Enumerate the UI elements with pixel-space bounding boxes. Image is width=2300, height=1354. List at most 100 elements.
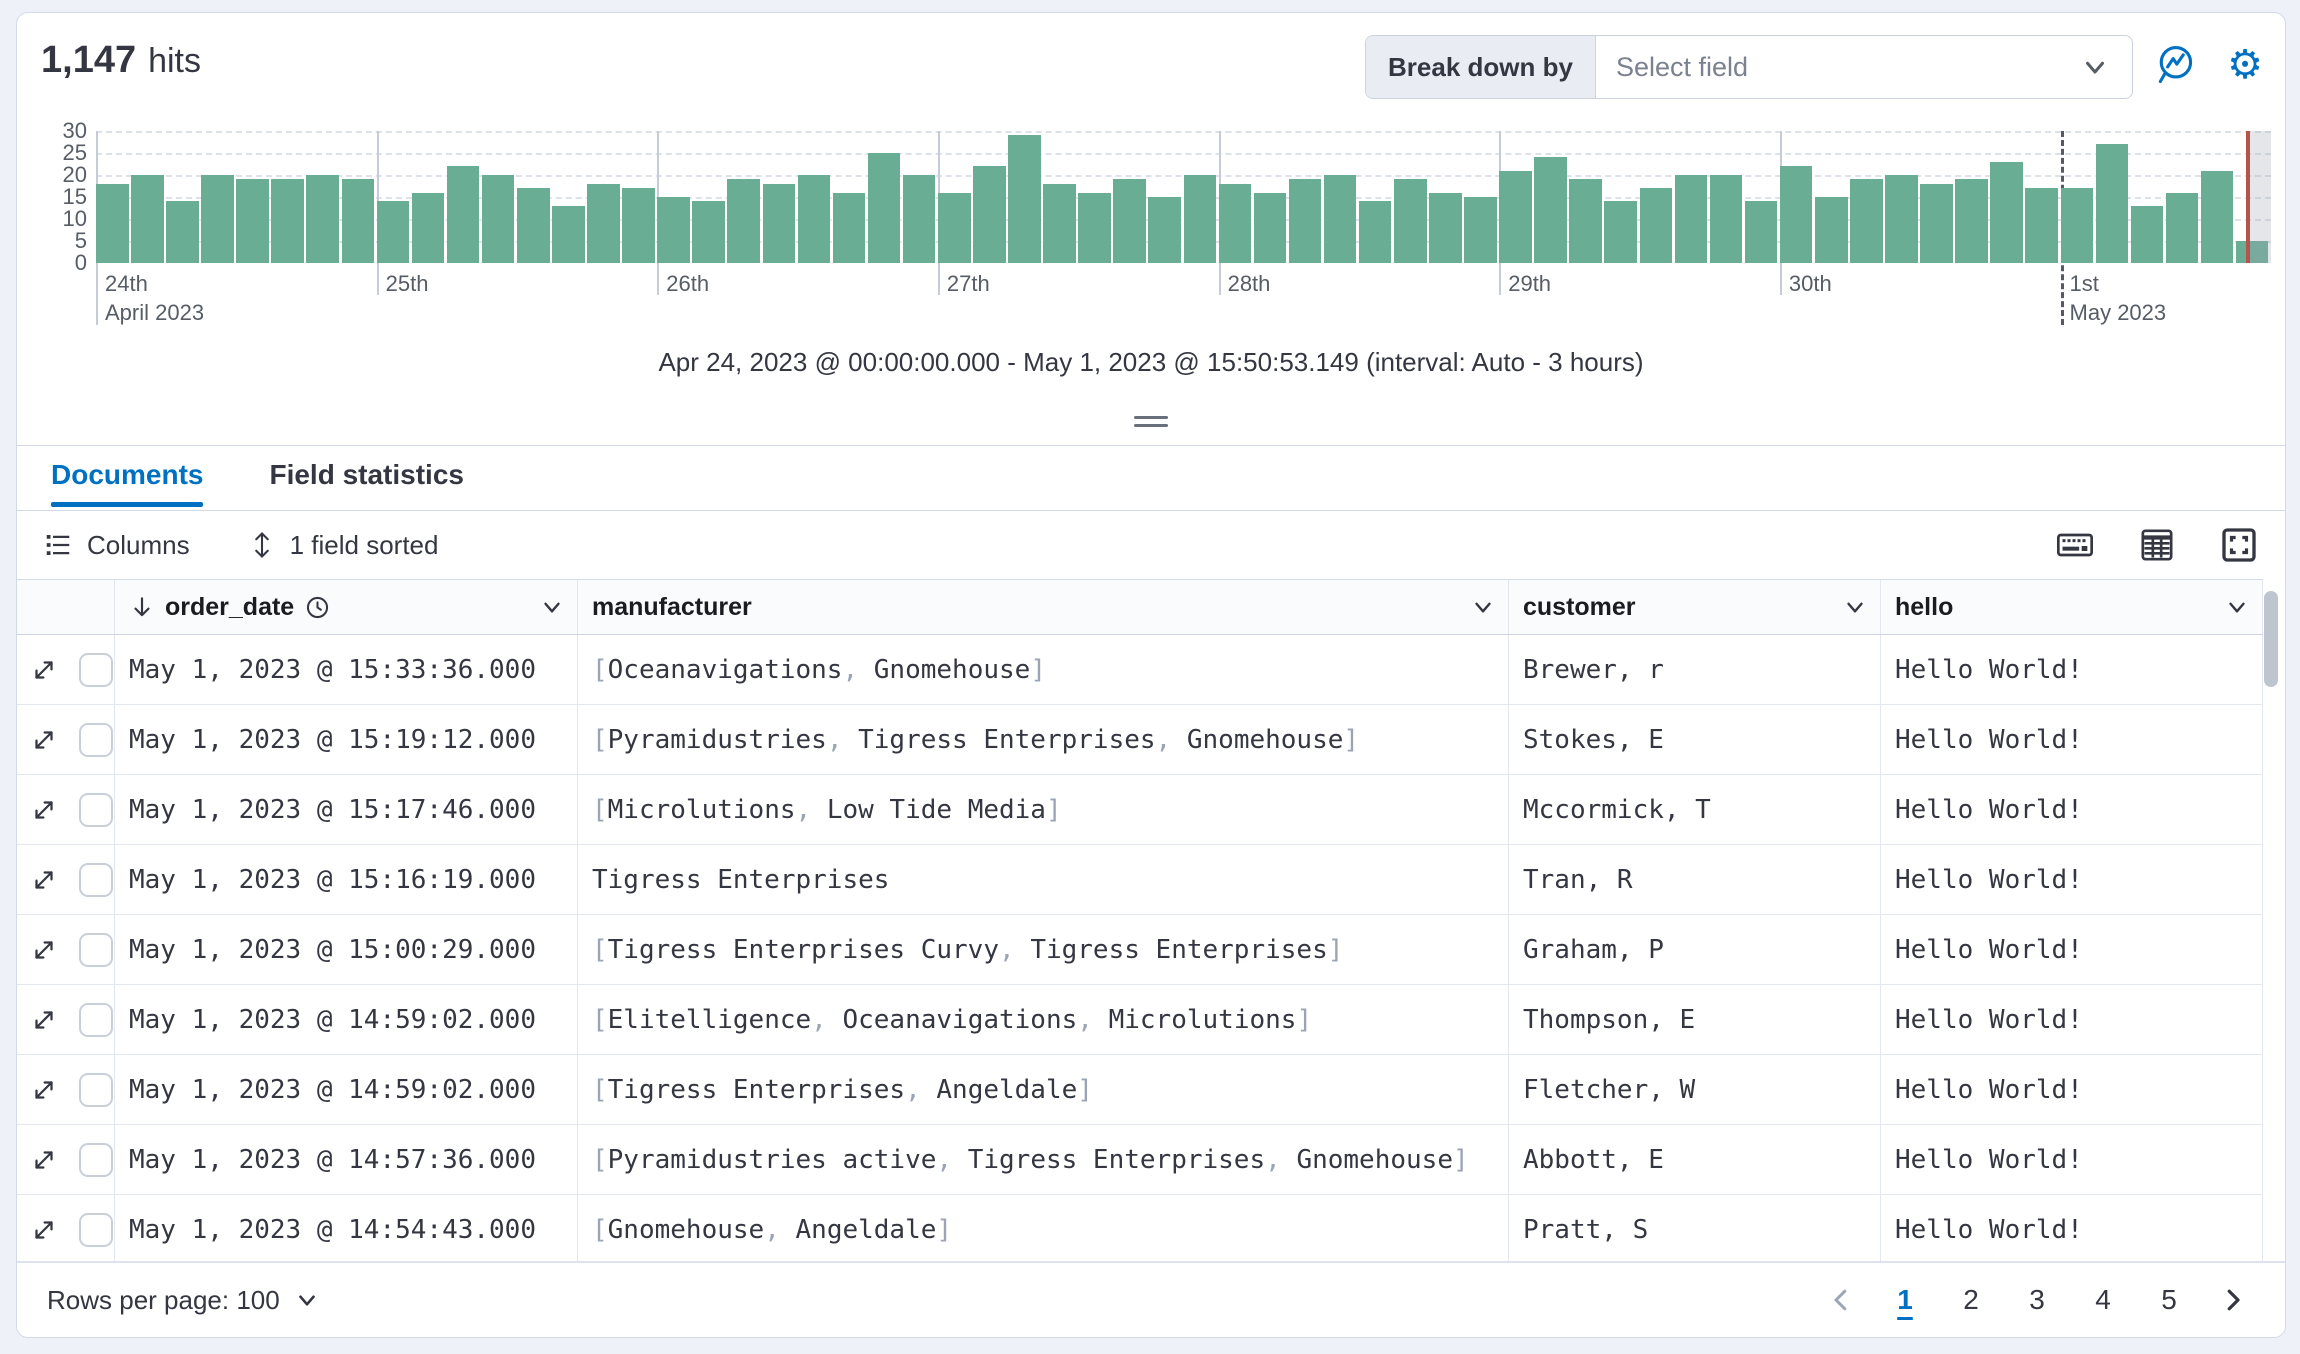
vertical-scrollbar[interactable] [2264, 591, 2278, 687]
expand-row-icon[interactable] [27, 863, 61, 897]
histogram-bar[interactable] [2095, 144, 2129, 263]
histogram-bar[interactable] [1464, 197, 1497, 263]
column-header-order_date[interactable]: order_date [115, 580, 578, 634]
page-button-1[interactable]: 1 [1897, 1284, 1913, 1315]
histogram-bar[interactable] [832, 192, 866, 263]
histogram-bar[interactable] [1779, 166, 1813, 263]
expand-row-icon[interactable] [27, 723, 61, 757]
histogram-bar[interactable] [1429, 192, 1462, 263]
histogram-bar[interactable] [1043, 183, 1076, 263]
expand-row-icon[interactable] [27, 1143, 61, 1177]
histogram-bar[interactable] [762, 183, 796, 263]
histogram-bar[interactable] [1639, 188, 1673, 263]
chevron-down-icon[interactable] [2224, 594, 2250, 620]
histogram-bar[interactable] [2165, 192, 2199, 263]
histogram-bar[interactable] [2200, 170, 2234, 263]
edit-visualization-icon[interactable] [2151, 41, 2199, 89]
expand-row-icon[interactable] [27, 793, 61, 827]
histogram-bar[interactable] [1674, 175, 1708, 263]
row-checkbox[interactable] [79, 652, 113, 687]
page-button-5[interactable]: 5 [2161, 1284, 2177, 1315]
histogram-bar[interactable] [552, 205, 585, 263]
next-page-button[interactable] [2209, 1276, 2257, 1324]
row-checkbox[interactable] [79, 722, 113, 757]
histogram-bar[interactable] [96, 183, 129, 263]
histogram-bar[interactable] [2130, 205, 2164, 263]
expand-row-icon[interactable] [27, 933, 61, 967]
breakdown-control[interactable]: Break down by Select field [1365, 35, 2133, 99]
sort-fields-button[interactable]: 1 field sorted [248, 530, 438, 561]
histogram-bar[interactable] [1358, 201, 1392, 263]
histogram-bar[interactable] [867, 153, 901, 263]
page-button-2[interactable]: 2 [1963, 1284, 1979, 1315]
histogram-bar[interactable] [1534, 157, 1567, 263]
histogram-bar[interactable] [1850, 179, 1883, 263]
row-checkbox[interactable] [79, 932, 113, 967]
histogram-bar[interactable] [166, 201, 199, 263]
histogram-bar[interactable] [973, 166, 1006, 263]
row-checkbox[interactable] [79, 1212, 113, 1247]
histogram-bar[interactable] [1744, 201, 1778, 263]
histogram-bar[interactable] [1604, 201, 1638, 263]
histogram-bar[interactable] [131, 175, 164, 263]
breakdown-select[interactable]: Select field [1615, 51, 1749, 82]
histogram-bar[interactable] [2235, 241, 2269, 263]
histogram-bar[interactable] [481, 175, 515, 263]
tab-documents[interactable]: Documents [51, 459, 204, 507]
column-header-manufacturer[interactable]: manufacturer [578, 580, 1509, 634]
histogram-bar[interactable] [1008, 135, 1041, 263]
page-button-3[interactable]: 3 [2029, 1284, 2045, 1315]
histogram-bar[interactable] [657, 197, 690, 263]
row-checkbox[interactable] [79, 1142, 113, 1177]
row-checkbox[interactable] [79, 792, 113, 827]
histogram-bar[interactable] [236, 179, 269, 263]
histogram-bar[interactable] [902, 175, 936, 263]
page-button-4[interactable]: 4 [2095, 1284, 2111, 1315]
chevron-down-icon[interactable] [1842, 594, 1868, 620]
histogram-bar[interactable] [201, 175, 234, 263]
histogram-bar[interactable] [1393, 179, 1427, 263]
fullscreen-icon[interactable] [2219, 525, 2259, 565]
histogram-bar[interactable] [1288, 179, 1322, 263]
histogram-bar[interactable] [1955, 179, 1988, 263]
expand-row-icon[interactable] [27, 653, 61, 687]
histogram-bar[interactable] [1323, 175, 1357, 263]
histogram-bar[interactable] [1814, 197, 1848, 263]
histogram-bar[interactable] [446, 166, 480, 263]
histogram-bar[interactable] [341, 179, 375, 263]
previous-page-button[interactable] [1817, 1276, 1865, 1324]
histogram-bar[interactable] [622, 188, 655, 263]
histogram-bar[interactable] [1218, 183, 1252, 263]
chevron-down-icon[interactable] [1470, 594, 1496, 620]
histogram-bar[interactable] [797, 175, 831, 263]
column-header-customer[interactable]: customer [1509, 580, 1881, 634]
histogram-bar[interactable] [1499, 170, 1532, 263]
histogram-bar[interactable] [692, 201, 725, 263]
columns-button[interactable]: Columns [43, 530, 190, 561]
expand-row-icon[interactable] [27, 1213, 61, 1247]
histogram-bar[interactable] [727, 179, 761, 263]
expand-row-icon[interactable] [27, 1073, 61, 1107]
histogram-bar[interactable] [1920, 183, 1953, 263]
rows-per-page-button[interactable]: Rows per page: 100 [47, 1285, 320, 1316]
histogram-bar[interactable] [306, 175, 340, 263]
keyboard-shortcuts-icon[interactable] [2055, 525, 2095, 565]
histogram-bar[interactable] [1709, 175, 1743, 263]
histogram-bar[interactable] [1253, 192, 1287, 263]
chevron-down-icon[interactable] [539, 594, 565, 620]
histogram-bar[interactable] [587, 183, 620, 263]
histogram-bar[interactable] [376, 201, 410, 263]
resize-handle[interactable] [1134, 411, 1168, 432]
histogram-bar[interactable] [1990, 161, 2023, 263]
histogram-bar[interactable] [2060, 188, 2094, 263]
histogram-bar[interactable] [271, 179, 304, 263]
column-header-hello[interactable]: hello [1881, 580, 2263, 634]
row-checkbox[interactable] [79, 862, 113, 897]
histogram-bar[interactable] [1148, 197, 1181, 263]
histogram-bar[interactable] [516, 188, 550, 263]
display-options-icon[interactable] [2137, 525, 2177, 565]
histogram-bar[interactable] [937, 192, 971, 263]
histogram-bar[interactable] [2025, 188, 2058, 263]
tab-field-statistics[interactable]: Field statistics [269, 459, 464, 490]
histogram-bar[interactable] [1885, 175, 1918, 263]
